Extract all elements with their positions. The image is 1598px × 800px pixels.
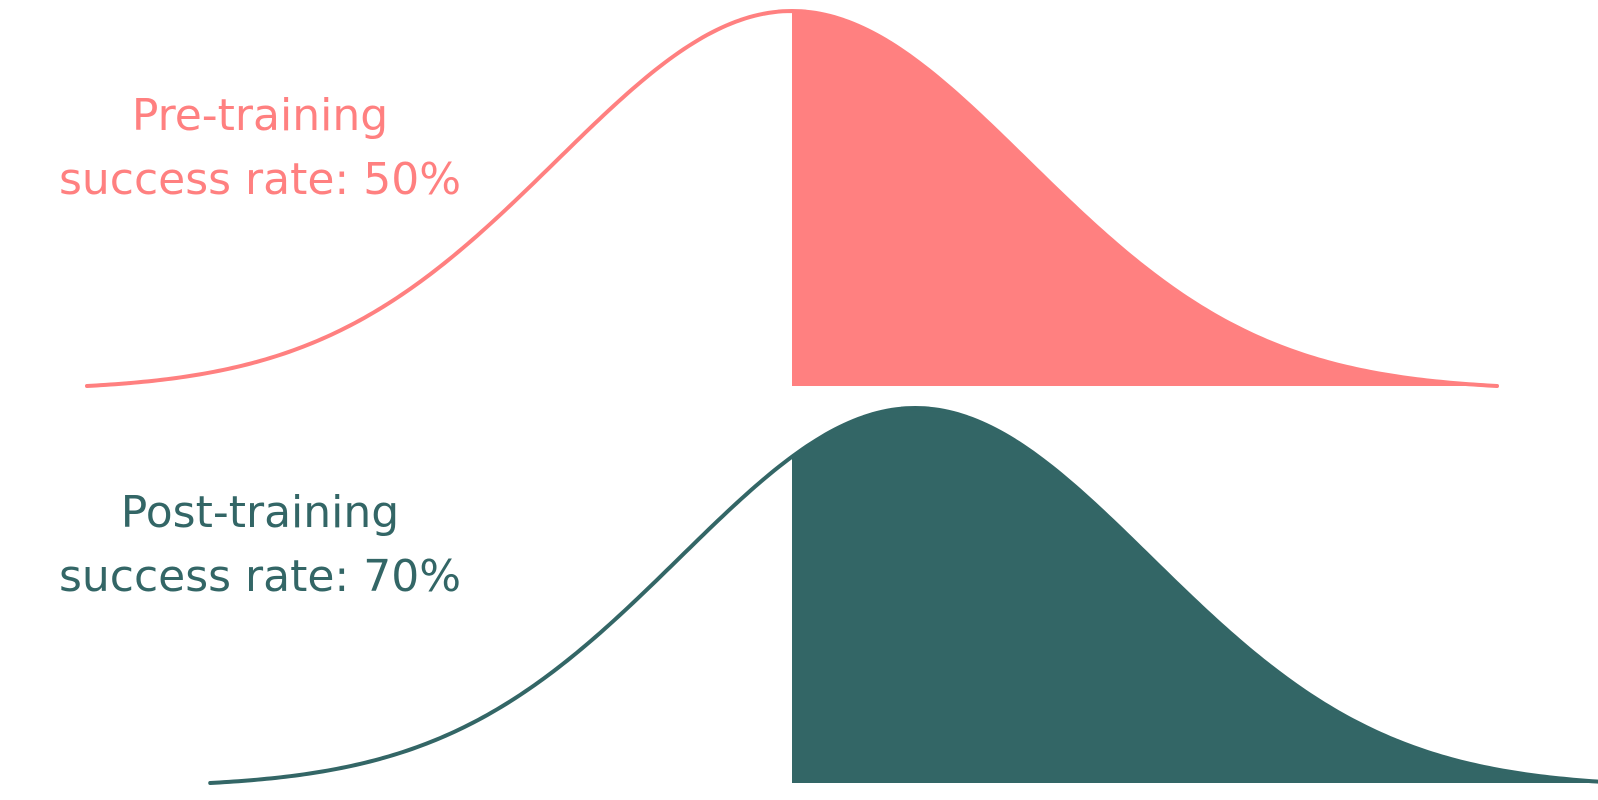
post-training-distribution-curve [208,406,1598,785]
post-training-panel [208,406,1598,785]
pre-training-distribution-curve [85,9,1499,388]
pre-training-success-area [792,11,1497,386]
post-training-label: Post-training success rate: 70% [30,481,490,609]
pre-training-label-title: Pre-training [131,90,389,141]
post-training-success-area [792,408,1598,783]
pre-training-label-rate: success rate: 50% [58,154,462,205]
pre-training-panel [85,9,1499,388]
post-training-label-rate: success rate: 70% [58,551,462,602]
pre-training-label: Pre-training success rate: 50% [30,84,490,212]
post-training-label-title: Post-training [120,487,400,538]
